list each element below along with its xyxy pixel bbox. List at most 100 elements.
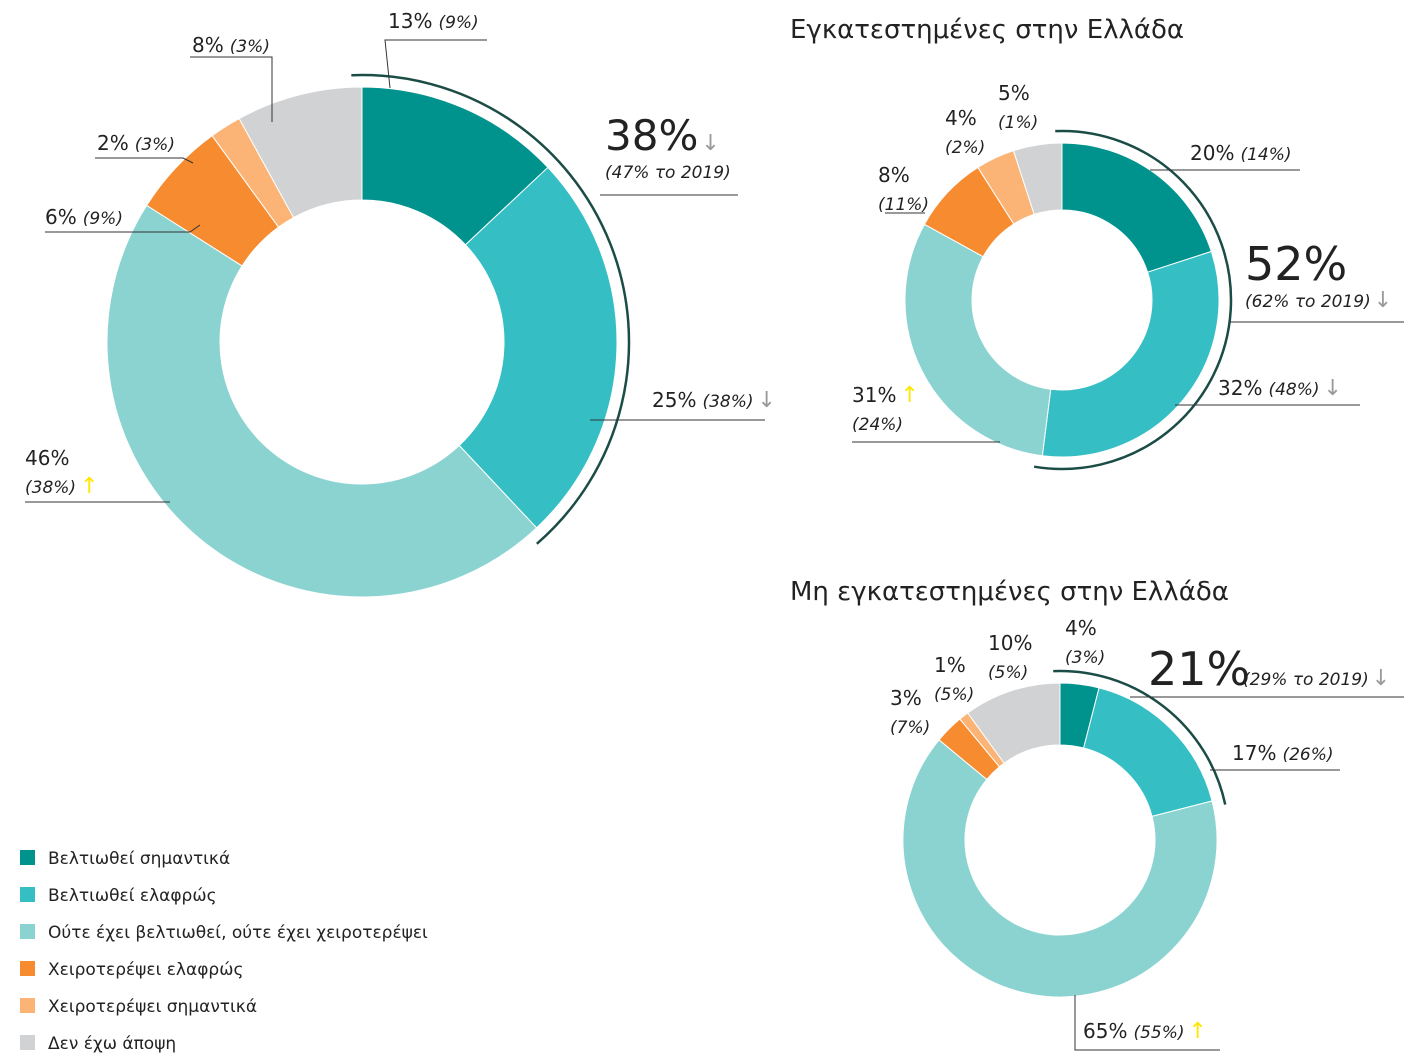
donut-segment	[458, 166, 618, 529]
data-label: 6% (9%)	[45, 205, 123, 229]
data-label: (5%)	[988, 663, 1028, 683]
value-label: 65%	[1083, 1019, 1127, 1043]
data-label: 13% (9%)	[388, 9, 479, 33]
legend-label: Δεν έχω άποψη	[48, 1034, 176, 1054]
data-label: 1%	[934, 653, 966, 677]
highlight-note: (62% το 2019) ↓	[1245, 288, 1392, 313]
data-label: 5%	[998, 81, 1030, 105]
chart-title: Μη εγκατεστημένες στην Ελλάδα	[790, 577, 1229, 607]
value-label: 25%	[652, 388, 696, 412]
value-label: 4%	[945, 106, 977, 130]
previous-label: (24%)	[852, 415, 903, 435]
previous-label: (9%)	[438, 13, 478, 33]
highlight-label: 52%	[1245, 237, 1347, 291]
value-label: 1%	[934, 653, 966, 677]
data-label: 10%	[988, 631, 1032, 655]
data-label: 8% (3%)	[192, 33, 270, 57]
value-label: 4%	[1065, 616, 1097, 640]
previous-label: (11%)	[878, 195, 929, 215]
data-label: 2% (3%)	[97, 131, 175, 155]
data-label: (3%)	[1065, 648, 1105, 668]
highlight-note: (29% το 2019) ↓	[1243, 666, 1390, 691]
previous-label: (5%)	[988, 663, 1028, 683]
data-label: 20% (14%)	[1190, 141, 1292, 165]
legend-swatch	[20, 998, 35, 1013]
legend-label: Βελτιωθεί ελαφρώς	[48, 886, 217, 906]
highlight-note-text: (29% το 2019)	[1243, 670, 1369, 690]
legend-label: Βελτιωθεί σημαντικά	[48, 849, 230, 869]
trend-arrow: ↑	[80, 474, 98, 499]
highlight-note: (47% το 2019)	[605, 163, 731, 183]
value-label: 5%	[998, 81, 1030, 105]
data-label: (5%)	[934, 685, 974, 705]
data-label: (2%)	[945, 138, 985, 158]
highlight-note-text: (62% το 2019)	[1245, 292, 1371, 312]
data-label: 17% (26%)	[1232, 741, 1334, 765]
previous-label: (5%)	[934, 685, 974, 705]
highlight-arc	[1033, 129, 1233, 471]
donut-segment	[1012, 142, 1063, 216]
value-label: 2%	[97, 131, 129, 155]
value-label: 8%	[192, 33, 224, 57]
previous-label: (9%)	[83, 209, 123, 229]
data-label: (7%)	[890, 718, 930, 738]
donut-segment	[904, 223, 1052, 457]
data-label: 3%	[890, 686, 922, 710]
previous-label: (1%)	[998, 113, 1038, 133]
donut-segment	[1041, 250, 1220, 458]
previous-label: (3%)	[230, 37, 270, 57]
donut-segment	[967, 682, 1061, 764]
highlight-value: 52%	[1245, 237, 1347, 291]
data-label: (1%)	[998, 113, 1038, 133]
value-label: 31%	[852, 383, 896, 407]
donut-segment	[1061, 142, 1212, 273]
donut-segment	[902, 739, 1218, 998]
data-label: 31% ↑	[852, 383, 919, 408]
previous-label: (3%)	[1065, 648, 1105, 668]
data-label: 65% (55%) ↑	[1083, 1019, 1207, 1044]
data-label: 32% (48%) ↓	[1218, 376, 1342, 401]
value-label: 8%	[878, 163, 910, 187]
value-label: 6%	[45, 205, 77, 229]
donut-segment	[238, 86, 363, 219]
leader-line	[45, 224, 201, 233]
legend-swatch	[20, 887, 35, 902]
value-label: 17%	[1232, 741, 1276, 765]
value-label: 13%	[388, 9, 432, 33]
legend-swatch	[20, 850, 35, 865]
trend-arrow: ↓	[1324, 376, 1342, 401]
data-label: (11%)	[878, 195, 929, 215]
highlight-label: 38%	[605, 111, 698, 160]
data-label: 8%	[878, 163, 910, 187]
chart-title: Εγκατεστημένες στην Ελλάδα	[790, 15, 1184, 45]
data-label: (38%) ↑	[25, 474, 99, 499]
trend-arrow: ↑	[1189, 1019, 1207, 1044]
highlight-label: 21%	[1148, 642, 1250, 696]
data-label: 25% (38%) ↓	[652, 388, 776, 413]
data-label: 4%	[945, 106, 977, 130]
legend-label: Ούτε έχει βελτιωθεί, ούτε έχει χειροτερέ…	[48, 923, 428, 943]
previous-label: (2%)	[945, 138, 985, 158]
highlight-note-text: (47% το 2019)	[605, 163, 731, 183]
highlight-arc	[351, 73, 631, 545]
previous-label: (26%)	[1282, 745, 1333, 765]
legend-swatch	[20, 1035, 35, 1050]
previous-label: (7%)	[890, 718, 930, 738]
previous-label: (38%)	[25, 478, 76, 498]
trend-arrow: ↓	[701, 131, 719, 156]
leader-line	[384, 39, 487, 89]
previous-label: (38%)	[702, 392, 753, 412]
data-label: 46%	[25, 446, 69, 470]
donut-segment	[1083, 687, 1213, 817]
previous-label: (48%)	[1268, 380, 1319, 400]
legend-label: Χειροτερέψει σημαντικά	[48, 997, 257, 1017]
value-label: 32%	[1218, 376, 1262, 400]
previous-label: (3%)	[135, 135, 175, 155]
trend-arrow: ↓	[1374, 288, 1392, 313]
value-label: 46%	[25, 446, 69, 470]
value-label: 3%	[890, 686, 922, 710]
previous-label: (55%)	[1133, 1023, 1184, 1043]
legend-swatch	[20, 961, 35, 976]
highlight-value: 38% ↓	[605, 111, 720, 160]
